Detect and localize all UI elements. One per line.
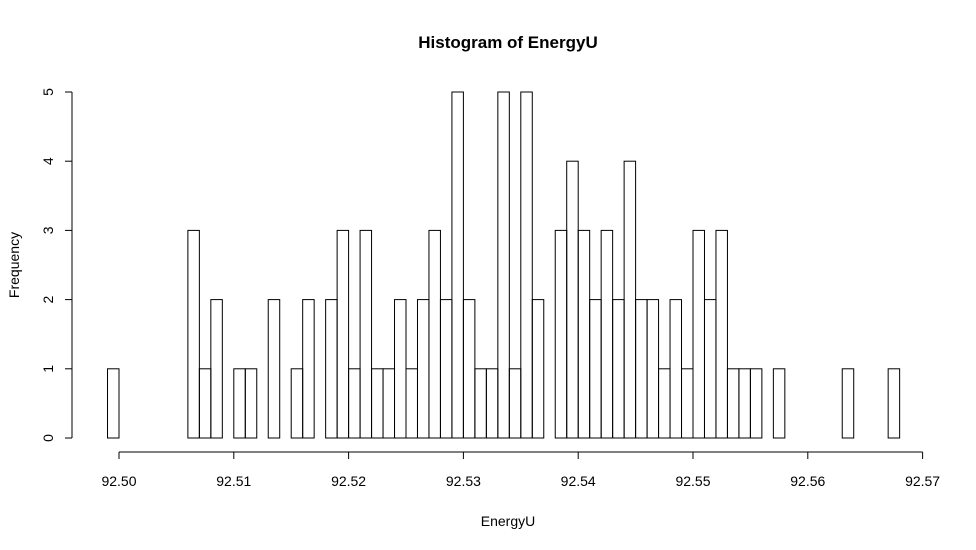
histogram-bar <box>187 229 200 439</box>
chart-title: Histogram of EnergyU <box>418 33 597 52</box>
y-tick-label: 1 <box>40 365 56 373</box>
histogram-bar <box>336 229 350 439</box>
histogram-bar <box>623 160 637 439</box>
y-tick-label: 3 <box>40 226 56 234</box>
histogram-bars <box>107 91 901 439</box>
x-tick-label: 92.50 <box>101 473 136 489</box>
x-tick-label: 92.51 <box>216 473 251 489</box>
histogram-bar <box>394 299 407 439</box>
histogram-bar <box>841 368 855 439</box>
histogram-bar <box>198 368 212 439</box>
histogram-bar <box>416 299 430 439</box>
histogram-bar <box>107 368 120 439</box>
histogram-bar <box>210 299 223 439</box>
x-tick-label: 92.52 <box>331 473 366 489</box>
histogram-bar <box>439 299 453 439</box>
x-tick-label: 92.53 <box>446 473 481 489</box>
histogram-bar <box>726 368 740 439</box>
histogram-bar <box>348 368 361 439</box>
histogram-bar <box>359 229 373 439</box>
histogram-bar <box>749 368 763 439</box>
y-tick-label: 4 <box>40 157 56 165</box>
histogram-bar <box>589 299 602 439</box>
histogram-bar <box>302 299 315 439</box>
y-tick-label: 0 <box>40 434 56 442</box>
x-tick-label: 92.55 <box>675 473 710 489</box>
histogram-bar <box>531 299 545 439</box>
histogram-bar <box>703 299 717 439</box>
histogram-bar <box>462 299 476 439</box>
histogram-bar <box>371 368 384 439</box>
y-axis-label: Frequency <box>6 232 22 298</box>
histogram-bar <box>566 160 579 439</box>
histogram-bar <box>600 229 614 439</box>
histogram-bar <box>508 368 522 439</box>
histogram-bar <box>738 368 751 439</box>
histogram-bar <box>635 299 648 439</box>
y-axis-ticks: 0 1 2 3 4 5 <box>40 88 72 442</box>
x-tick-label: 92.54 <box>561 473 596 489</box>
histogram-bar <box>474 368 487 439</box>
histogram-bar <box>244 368 258 439</box>
histogram-bar <box>715 229 728 439</box>
histogram-bar <box>267 299 281 439</box>
histogram-bar <box>451 91 464 439</box>
x-tick-label: 92.56 <box>790 473 825 489</box>
x-axis-ticks: 92.50 92.51 92.52 92.53 92.54 92.55 92.56 92.57 <box>101 452 940 489</box>
y-tick-label: 5 <box>40 88 56 96</box>
histogram-bar <box>554 229 568 439</box>
histogram-bar <box>772 368 786 439</box>
histogram-bar <box>233 368 246 439</box>
histogram-bar <box>428 229 441 439</box>
y-tick-label: 2 <box>40 295 56 303</box>
histogram-bar <box>485 368 499 439</box>
histogram-bar <box>497 91 510 439</box>
histogram-bar <box>646 299 660 439</box>
histogram-bar <box>681 368 694 439</box>
histogram-bar <box>520 91 533 439</box>
histogram-bar <box>405 368 418 439</box>
histogram-bar <box>669 299 683 439</box>
histogram-bar <box>692 229 705 439</box>
histogram-bar <box>577 229 591 439</box>
x-tick-label: 92.57 <box>905 473 940 489</box>
histogram-bar <box>887 368 901 439</box>
histogram-bar <box>290 368 304 439</box>
histogram-bar <box>325 299 338 439</box>
histogram-bar <box>658 368 671 439</box>
histogram-bar <box>612 299 625 439</box>
histogram-bar <box>382 368 396 439</box>
x-axis-label: EnergyU <box>481 513 535 529</box>
